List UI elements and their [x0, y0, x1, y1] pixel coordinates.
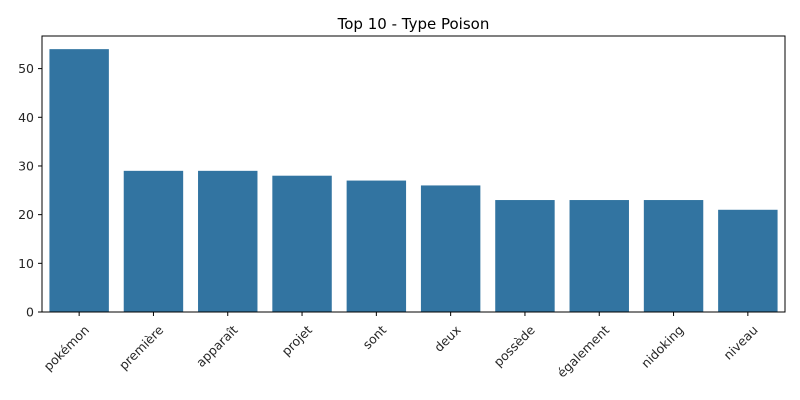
plot-frame	[41, 35, 786, 313]
bars-group	[49, 49, 778, 313]
y-axis: 0 10 20 30 40 50	[18, 61, 42, 320]
y-tick-label: 50	[18, 61, 34, 76]
x-tick-label: apparaît	[193, 322, 241, 370]
y-tick-label: 0	[26, 305, 34, 320]
bar-0	[49, 49, 109, 313]
bar-7	[569, 200, 629, 312]
y-tick-label: 10	[18, 256, 34, 271]
x-tick-label: niveau	[720, 322, 760, 362]
x-axis: pokémon première apparaît projet sont deux pos…	[41, 312, 761, 380]
bar-8	[643, 200, 704, 312]
y-tick-label: 30	[18, 158, 34, 173]
x-tick-label: première	[116, 322, 167, 373]
bar-5	[420, 185, 481, 312]
y-tick-label: 20	[18, 207, 34, 222]
chart-title: Top 10 - Type Poison	[337, 15, 490, 33]
bar-3	[272, 175, 332, 312]
x-tick-label: nidoking	[638, 322, 686, 370]
x-tick-label: sont	[360, 322, 390, 352]
x-tick-label: deux	[431, 322, 463, 354]
x-tick-label: également	[554, 322, 612, 380]
bar-6	[495, 200, 555, 312]
x-tick-label: pokémon	[41, 322, 92, 373]
x-tick-label: projet	[279, 322, 315, 358]
x-tick-label: possède	[491, 322, 539, 370]
bar-2	[198, 170, 258, 312]
bar-9	[718, 209, 778, 312]
bar-4	[346, 180, 407, 312]
bar-1	[123, 170, 184, 312]
y-tick-label: 40	[18, 110, 34, 125]
